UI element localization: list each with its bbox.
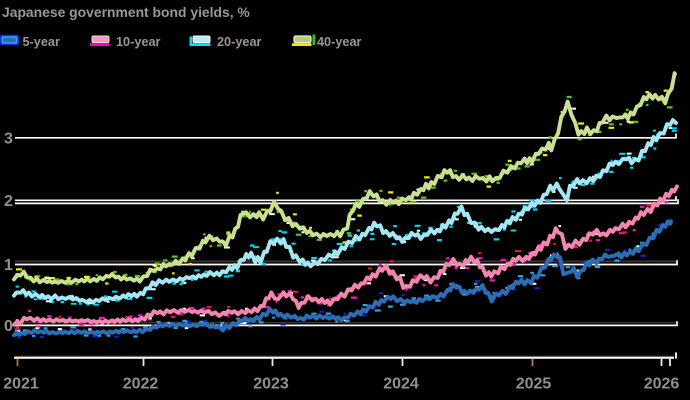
- svg-text:2022: 2022: [123, 376, 159, 393]
- svg-text:1: 1: [4, 257, 13, 274]
- svg-text:2025: 2025: [516, 376, 552, 393]
- svg-text:40-year: 40-year: [317, 35, 362, 49]
- svg-text:2: 2: [4, 193, 13, 210]
- svg-text:2023: 2023: [253, 376, 289, 393]
- svg-text:20-year: 20-year: [217, 35, 262, 49]
- svg-text:2026: 2026: [644, 376, 680, 393]
- svg-text:3: 3: [4, 130, 13, 147]
- svg-text:2024: 2024: [383, 376, 419, 393]
- svg-text:2021: 2021: [3, 376, 39, 393]
- svg-text:5-year: 5-year: [23, 35, 60, 49]
- svg-text:Japanese government bond yield: Japanese government bond yields, %: [2, 4, 250, 20]
- svg-text:10-year: 10-year: [116, 35, 161, 49]
- svg-text:0: 0: [4, 318, 13, 335]
